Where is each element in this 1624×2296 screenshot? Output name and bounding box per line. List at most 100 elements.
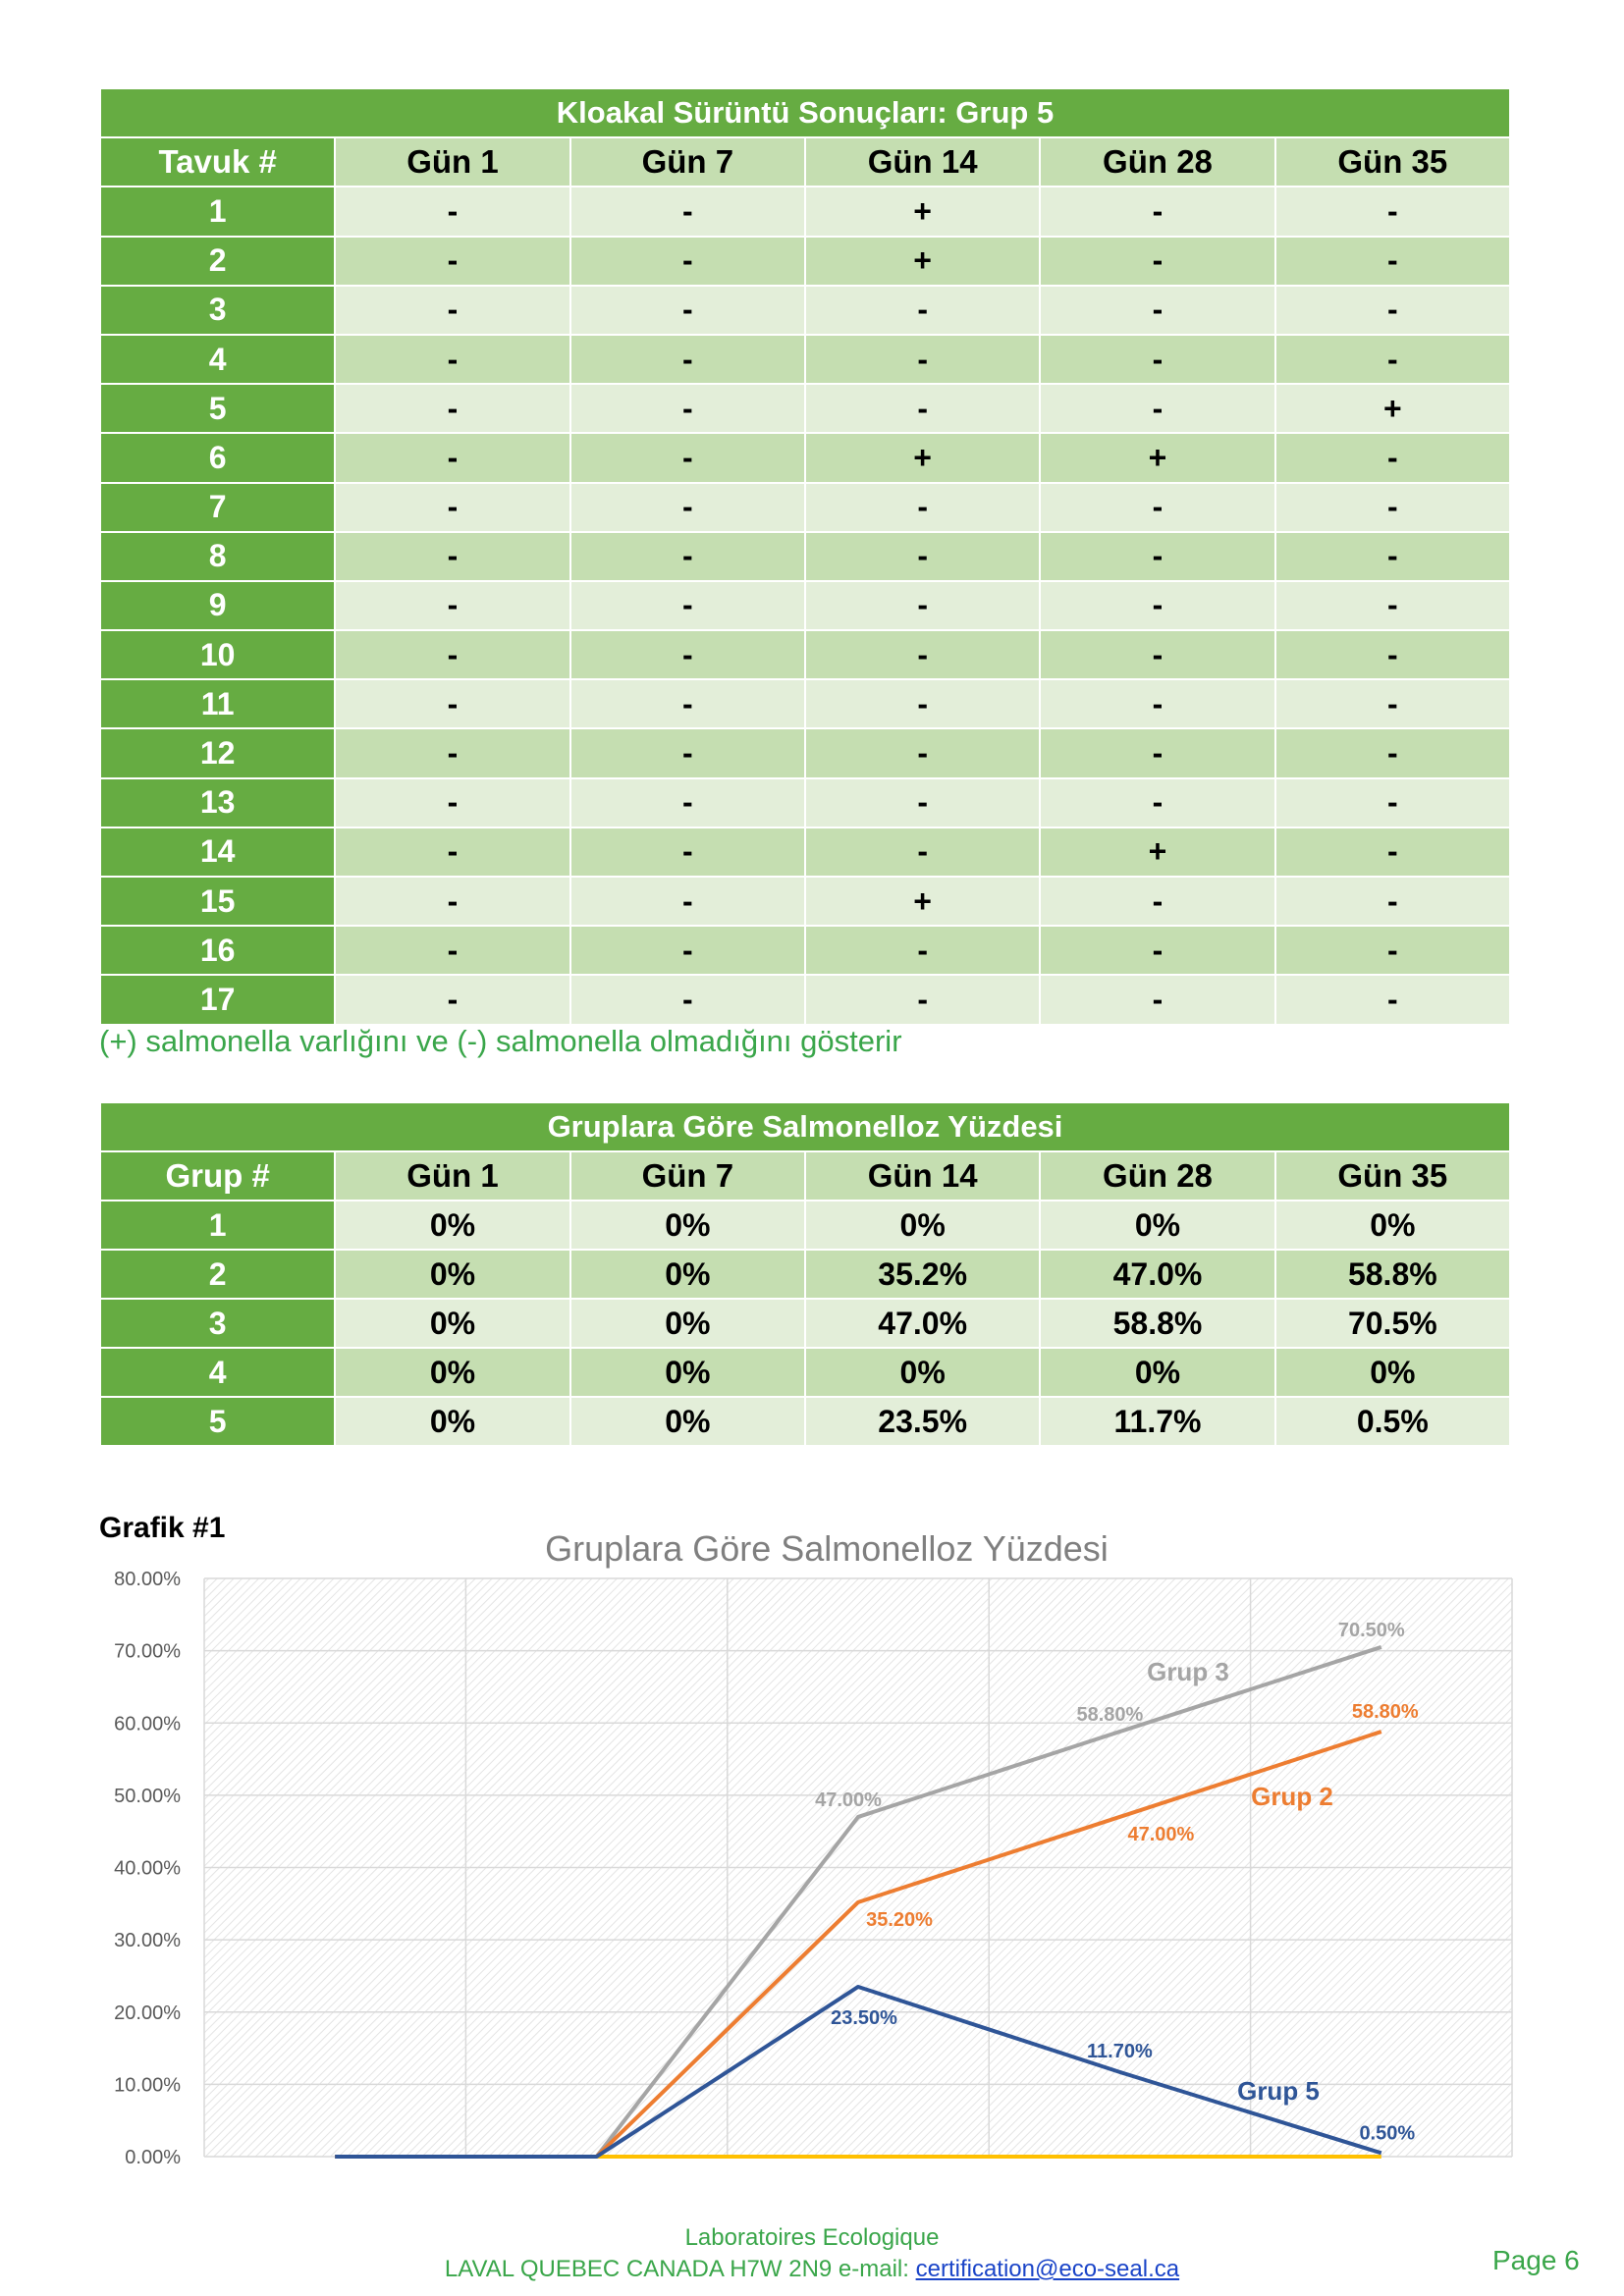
table-cell: 47.0% xyxy=(803,1298,1042,1349)
table-cell: - xyxy=(1273,579,1512,632)
table-cell: 0% xyxy=(334,1298,571,1349)
table-cell: 58.8% xyxy=(1039,1298,1276,1349)
table-cell: - xyxy=(1039,629,1276,681)
table-cell: - xyxy=(334,629,571,681)
series-name-label: Grup 5 xyxy=(1237,2076,1320,2106)
table-row: 4----- xyxy=(98,333,1512,386)
table-cell: - xyxy=(568,974,806,1026)
table-cell: - xyxy=(568,383,806,435)
table-cell: 0% xyxy=(1039,1347,1276,1398)
y-tick-label: 0.00% xyxy=(125,2147,181,2168)
data-label: 58.80% xyxy=(1352,1701,1419,1723)
data-label: 11.70% xyxy=(1087,2041,1153,2062)
column-header: Gün 28 xyxy=(1039,1150,1276,1201)
y-tick-label: 60.00% xyxy=(114,1713,181,1735)
table-cell: - xyxy=(334,284,571,336)
table-row: 4 0% 0% 0% 0% 0% xyxy=(98,1347,1512,1398)
table-row: 10- - - - - xyxy=(98,629,1512,681)
table-cell: - xyxy=(803,776,1042,828)
table-cell: - xyxy=(1273,727,1512,779)
table-cell: - xyxy=(1039,875,1276,928)
table-cell: - xyxy=(803,579,1042,632)
table-cell: - xyxy=(334,925,571,977)
data-label: 35.20% xyxy=(866,1909,933,1931)
table-cell: - xyxy=(1039,333,1276,386)
table-cell: - xyxy=(803,284,1042,336)
row-header: 12 xyxy=(98,727,337,779)
data-label: 70.50% xyxy=(1338,1620,1405,1641)
legend-note: (+) salmonella varlığını ve (-) salmonel… xyxy=(99,1024,902,1058)
table-cell: - xyxy=(568,579,806,632)
table-cell: - xyxy=(334,383,571,435)
y-tick-label: 80.00% xyxy=(114,1569,181,1590)
row-header: 2 xyxy=(98,235,337,287)
table-row: 3----- xyxy=(98,284,1512,336)
table-cell: - xyxy=(1273,432,1512,484)
series-line xyxy=(335,1984,1382,2159)
table-cell: 0% xyxy=(1273,1347,1512,1398)
table-cell: - xyxy=(568,186,806,238)
table-cell: - xyxy=(334,530,571,582)
y-tick-label: 70.00% xyxy=(114,1641,181,1663)
row-header: 11 xyxy=(98,678,337,730)
table-cell: + xyxy=(1273,383,1512,435)
table-cell: - xyxy=(1273,826,1512,879)
table-cell: - xyxy=(803,530,1042,582)
table-cell: - xyxy=(568,481,806,533)
table-row: 1 0% 0% 0% 0% 0% xyxy=(98,1200,1512,1251)
table-cell: 47.0% xyxy=(1039,1249,1276,1300)
table-row: 3 0% 0% 47.0% 58.8% 70.5% xyxy=(98,1298,1512,1349)
table-cell: 35.2% xyxy=(803,1249,1042,1300)
row-header: 10 xyxy=(98,629,337,681)
table-cell: 0% xyxy=(803,1347,1042,1398)
table-cell: + xyxy=(803,432,1042,484)
table-cell: - xyxy=(803,727,1042,779)
table-cell: - xyxy=(803,826,1042,879)
footer-address: LAVAL QUEBEC CANADA H7W 2N9 e-mail: cert… xyxy=(0,2256,1624,2283)
data-label: 23.50% xyxy=(831,2007,897,2029)
data-label: 47.00% xyxy=(1127,1824,1194,1845)
table-cell: - xyxy=(803,925,1042,977)
table-cell: - xyxy=(1039,678,1276,730)
table-row: 11- - - - - xyxy=(98,678,1512,730)
column-header: Gün 1 xyxy=(334,136,571,188)
table-cell: - xyxy=(1273,678,1512,730)
table-row: 2 0% 0% 35.2% 47.0% 58.8% xyxy=(98,1249,1512,1300)
table2-title: Gruplara Göre Salmonelloz Yüzdesi xyxy=(99,1101,1511,1152)
column-header: Grup # xyxy=(98,1150,337,1201)
table-cell: - xyxy=(568,776,806,828)
table-cell: 0% xyxy=(334,1200,571,1251)
table-cell: 11.7% xyxy=(1039,1396,1276,1447)
column-header: Gün 1 xyxy=(334,1150,571,1201)
table-row: 1- - + - - xyxy=(98,186,1512,238)
table-row: 9----- xyxy=(98,579,1512,632)
y-tick-label: 10.00% xyxy=(114,2074,181,2096)
row-header: 17 xyxy=(98,974,337,1026)
table-cell: - xyxy=(1039,974,1276,1026)
x-tick-label: Gün 35 xyxy=(1349,2177,1414,2179)
row-header: 13 xyxy=(98,776,337,828)
table-cell: 0% xyxy=(568,1347,806,1398)
chart-label: Grafik #1 xyxy=(99,1512,226,1544)
table-cell: 70.5% xyxy=(1273,1298,1512,1349)
column-header: Gün 7 xyxy=(568,136,806,188)
series-name-label: Grup 3 xyxy=(1147,1657,1229,1686)
table-cell: + xyxy=(1039,432,1276,484)
row-header: 8 xyxy=(98,530,337,582)
table-cell: - xyxy=(334,776,571,828)
table-cell: + xyxy=(803,186,1042,238)
footer-email-link[interactable]: certification@eco-seal.ca xyxy=(915,2256,1180,2282)
data-label: 47.00% xyxy=(815,1789,882,1811)
row-header: 5 xyxy=(98,1396,337,1447)
table-cell: - xyxy=(1039,776,1276,828)
column-header: Gün 14 xyxy=(803,136,1042,188)
salmonellosis-percentage-table: Gruplara Göre Salmonelloz Yüzdesi Grup # G… xyxy=(98,1101,1512,1447)
table-cell: 0% xyxy=(1039,1200,1276,1251)
table-cell: - xyxy=(334,235,571,287)
table-cell: - xyxy=(803,333,1042,386)
row-header: 16 xyxy=(98,925,337,977)
table-cell: - xyxy=(568,875,806,928)
x-tick-label: Gün 1 xyxy=(308,2177,361,2179)
table-cell: - xyxy=(568,333,806,386)
row-header: 5 xyxy=(98,383,337,435)
